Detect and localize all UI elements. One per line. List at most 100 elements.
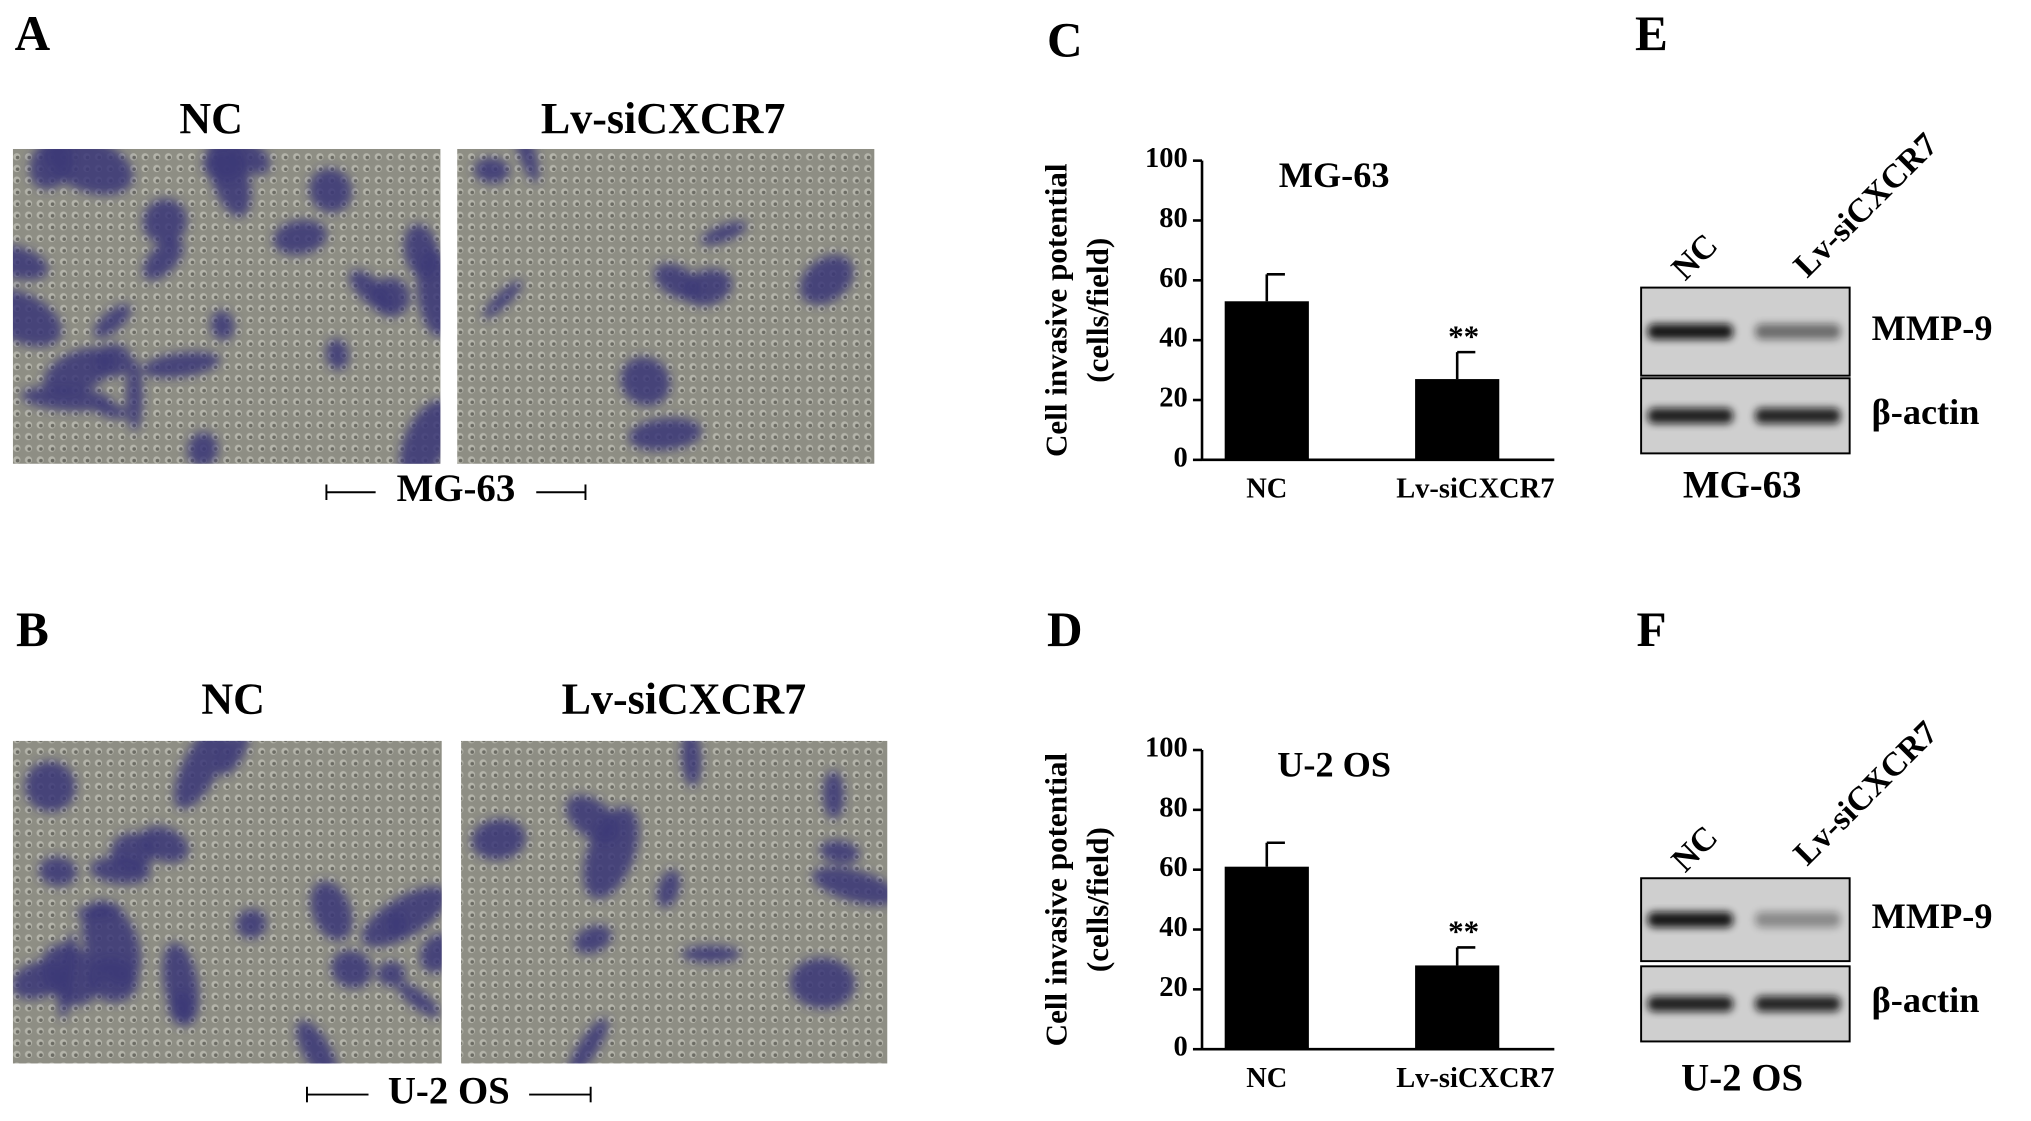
cell-blob bbox=[126, 358, 143, 431]
bar bbox=[1224, 866, 1309, 1050]
cell-blob bbox=[210, 310, 235, 341]
panel-label: E bbox=[1635, 6, 1668, 61]
stained-cells bbox=[474, 148, 854, 451]
cell-blob bbox=[700, 221, 747, 245]
cell-line-label: MG-63 bbox=[1683, 463, 1802, 506]
panel-label: A bbox=[15, 6, 51, 61]
stained-cells bbox=[471, 740, 888, 1064]
cell-blob bbox=[139, 826, 189, 863]
cell-blob bbox=[309, 168, 352, 213]
cell-blob bbox=[681, 945, 741, 963]
panel-label: C bbox=[1047, 13, 1083, 68]
cell-blob bbox=[331, 950, 373, 989]
cell-blob bbox=[273, 220, 327, 255]
cell-blob bbox=[471, 818, 526, 860]
band bbox=[1755, 996, 1841, 1012]
micrograph-background bbox=[461, 740, 888, 1064]
band bbox=[1647, 996, 1734, 1012]
lane-label: NC bbox=[1665, 819, 1726, 880]
cell-blob bbox=[349, 270, 394, 312]
cell-blob bbox=[143, 238, 184, 281]
cell-line-label: U-2 OS bbox=[1681, 1057, 1803, 1100]
cell-blob bbox=[654, 263, 701, 300]
cell-blob bbox=[574, 925, 612, 954]
panel-label: B bbox=[16, 602, 49, 657]
cell-blob bbox=[24, 761, 76, 812]
y-tick-label: 60 bbox=[1159, 263, 1187, 294]
bar bbox=[1224, 301, 1309, 460]
cell-blob bbox=[174, 740, 230, 809]
cell-blob bbox=[819, 840, 860, 864]
cell-blob bbox=[397, 982, 440, 1018]
x-tick-label: NC bbox=[1246, 1063, 1287, 1094]
cell-blob bbox=[566, 795, 620, 844]
micrograph bbox=[457, 148, 875, 464]
band bbox=[1647, 323, 1734, 340]
micrograph bbox=[12, 740, 442, 1064]
y-tick-label: 0 bbox=[1174, 1032, 1188, 1063]
cell-blob bbox=[620, 357, 671, 406]
cell-line-label: MG-63 bbox=[397, 467, 516, 510]
cell-blob bbox=[512, 148, 539, 183]
condition-label: NC bbox=[179, 94, 243, 143]
y-tick-label: 100 bbox=[1145, 143, 1188, 174]
cell-blob bbox=[40, 943, 100, 1006]
panel-label: F bbox=[1636, 602, 1666, 657]
cell-blob bbox=[168, 991, 197, 1026]
bar bbox=[1415, 379, 1500, 460]
cell-blob bbox=[43, 347, 115, 396]
chart-title: U-2 OS bbox=[1277, 744, 1391, 784]
band bbox=[1755, 911, 1841, 928]
y-tick-label: 20 bbox=[1159, 972, 1187, 1003]
lane-label: Lv-siCXCR7 bbox=[1787, 126, 1945, 284]
y-tick-label: 100 bbox=[1145, 733, 1188, 764]
cell-blob bbox=[628, 417, 702, 451]
cell-blob bbox=[38, 856, 77, 887]
cell-blob bbox=[94, 402, 128, 419]
cell-blob bbox=[142, 351, 220, 378]
cell-blob bbox=[82, 900, 141, 987]
cell-blob bbox=[142, 198, 188, 245]
cell-blob bbox=[417, 248, 441, 337]
micrograph-background bbox=[12, 740, 442, 1064]
band bbox=[1755, 323, 1841, 340]
micrograph bbox=[12, 148, 441, 464]
cell-blob bbox=[296, 1020, 338, 1064]
band bbox=[1755, 408, 1841, 424]
y-tick-label: 40 bbox=[1159, 912, 1187, 943]
cell-blob bbox=[812, 866, 888, 906]
y-tick-label: 60 bbox=[1159, 852, 1187, 883]
panel-label: D bbox=[1047, 602, 1083, 657]
band-label: MMP-9 bbox=[1872, 896, 1993, 936]
x-tick-label: Lv-siCXCR7 bbox=[1396, 473, 1554, 504]
x-tick-label: NC bbox=[1246, 473, 1287, 504]
cell-blob bbox=[420, 933, 442, 973]
cell-blob bbox=[800, 255, 854, 305]
cell-blob bbox=[823, 770, 845, 819]
x-tick-label: Lv-siCXCR7 bbox=[1396, 1063, 1554, 1094]
band-label: β-actin bbox=[1872, 392, 1980, 432]
cell-blob bbox=[568, 1018, 609, 1064]
cell-blob bbox=[377, 961, 406, 987]
cell-blob bbox=[483, 280, 523, 319]
cell-blob bbox=[657, 870, 681, 908]
cell-blob bbox=[187, 432, 219, 464]
micrograph bbox=[461, 740, 888, 1064]
y-axis-label: (cells/field) bbox=[1080, 827, 1115, 972]
condition-label: NC bbox=[201, 674, 265, 723]
chart-title: MG-63 bbox=[1279, 155, 1390, 195]
significance: ** bbox=[1448, 318, 1479, 353]
cell-blob bbox=[326, 338, 349, 371]
y-axis-label: Cell invasive potential bbox=[1039, 163, 1074, 457]
cell-line-label: U-2 OS bbox=[388, 1069, 510, 1112]
condition-label: Lv-siCXCR7 bbox=[562, 674, 807, 723]
cell-blob bbox=[310, 881, 353, 941]
band bbox=[1647, 408, 1734, 424]
cell-blob bbox=[12, 244, 49, 280]
significance: ** bbox=[1448, 914, 1479, 949]
y-tick-label: 0 bbox=[1174, 442, 1188, 473]
band-label: β-actin bbox=[1872, 980, 1980, 1020]
y-axis-label: Cell invasive potential bbox=[1039, 752, 1074, 1046]
band bbox=[1647, 911, 1734, 928]
